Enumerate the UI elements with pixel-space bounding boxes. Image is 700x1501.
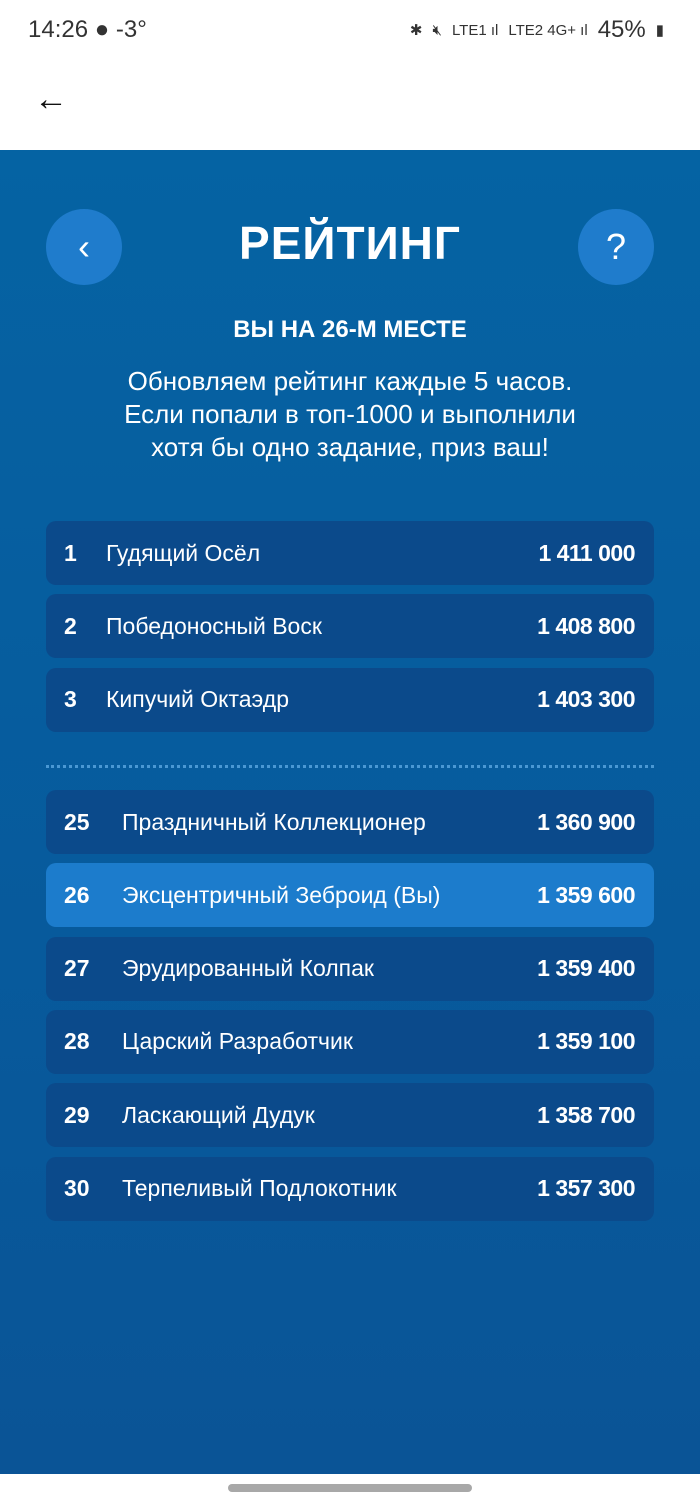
rank: 25 — [64, 808, 90, 835]
back-arrow-icon[interactable]: ← — [34, 80, 68, 118]
rank: 29 — [64, 1101, 90, 1128]
info-line: Если попали в топ-1000 и выполнили — [124, 399, 576, 429]
info-line: Обновляем рейтинг каждые 5 часов. — [127, 366, 573, 396]
score: 1 359 400 — [537, 955, 635, 982]
leaderboard-row: 3 Кипучий Октаэдр 1 403 300 — [46, 667, 654, 732]
message-icon: ● — [94, 16, 110, 43]
app-bar: ← — [0, 56, 700, 150]
rank: 3 — [64, 686, 77, 713]
status-bar: 14:26 ● -3° ✱ 🔇︎ LTE1 ıl LTE2 4G+ ıl 45%… — [0, 0, 700, 56]
player-name: Праздничный Коллекционер — [122, 808, 426, 835]
player-name: Ласкающий Дудук — [122, 1101, 315, 1128]
score: 1 359 100 — [537, 1028, 635, 1055]
battery-percent: 45% — [597, 16, 646, 43]
player-name: Царский Разработчик — [122, 1028, 353, 1055]
rank: 27 — [64, 955, 90, 982]
score: 1 360 900 — [537, 808, 635, 835]
score: 1 403 300 — [537, 686, 635, 713]
bluetooth-icon: ✱ — [409, 22, 423, 39]
rank: 30 — [64, 1175, 90, 1201]
rank: 26 — [64, 881, 90, 908]
score: 1 357 300 — [537, 1175, 635, 1201]
leaderboard-row: 29 Ласкающий Дудук 1 358 700 — [46, 1083, 654, 1148]
status-icons: ✱ 🔇︎ LTE1 ıl LTE2 4G+ ıl 45% ▮ — [410, 16, 664, 44]
rank: 1 — [64, 539, 77, 566]
system-nav-bar — [0, 1474, 700, 1501]
player-name: Эксцентричный Зеброид (Вы) — [122, 881, 441, 908]
player-name: Победоносный Воск — [106, 612, 322, 639]
user-position: ВЫ НА 26-М МЕСТЕ — [233, 316, 467, 343]
info-line: хотя бы одно задание, приз ваш! — [151, 432, 549, 462]
leaderboard-row: 2 Победоносный Воск 1 408 800 — [46, 594, 654, 659]
score: 1 359 600 — [537, 881, 635, 908]
signal-sim2-icon: LTE2 4G+ ıl — [508, 21, 588, 39]
player-name: Кипучий Октаэдр — [106, 686, 289, 713]
page-title: РЕЙТИНГ — [239, 217, 461, 269]
leaderboard-row: 1 Гудящий Осёл 1 411 000 — [46, 521, 654, 585]
mute-icon: 🔇︎ — [432, 21, 442, 39]
rank: 28 — [64, 1028, 90, 1055]
home-handle[interactable] — [228, 1484, 472, 1492]
clock: 14:26 ● -3° — [28, 16, 147, 43]
player-name: Гудящий Осёл — [106, 539, 261, 566]
rank: 2 — [64, 612, 77, 639]
leaderboard-row: 25 Праздничный Коллекционер 1 360 900 — [46, 790, 654, 854]
rating-screen: ‹ РЕЙТИНГ ? ВЫ НА 26-М МЕСТЕ Обновляем р… — [0, 150, 700, 1474]
score: 1 358 700 — [537, 1101, 635, 1128]
signal-sim1-icon: LTE1 ıl — [451, 21, 499, 39]
info-text: Обновляем рейтинг каждые 5 часов. Если п… — [60, 365, 640, 464]
score: 1 408 800 — [537, 612, 635, 639]
separator — [46, 765, 654, 768]
leaderboard-row-current: 26 Эксцентричный Зеброид (Вы) 1 359 600 — [46, 863, 654, 928]
player-name: Терпеливый Подлокотник — [122, 1175, 397, 1201]
leaderboard-row: 28 Царский Разработчик 1 359 100 — [46, 1009, 654, 1074]
leaderboard-row: 27 Эрудированный Колпак 1 359 400 — [46, 936, 654, 1001]
score: 1 411 000 — [538, 539, 635, 566]
player-name: Эрудированный Колпак — [122, 955, 374, 982]
prev-button[interactable]: ‹ — [46, 209, 122, 285]
leaderboard-row: 30 Терпеливый Подлокотник 1 357 300 — [46, 1156, 654, 1221]
battery-icon: ▮ — [655, 22, 664, 39]
help-button[interactable]: ? — [578, 209, 654, 285]
